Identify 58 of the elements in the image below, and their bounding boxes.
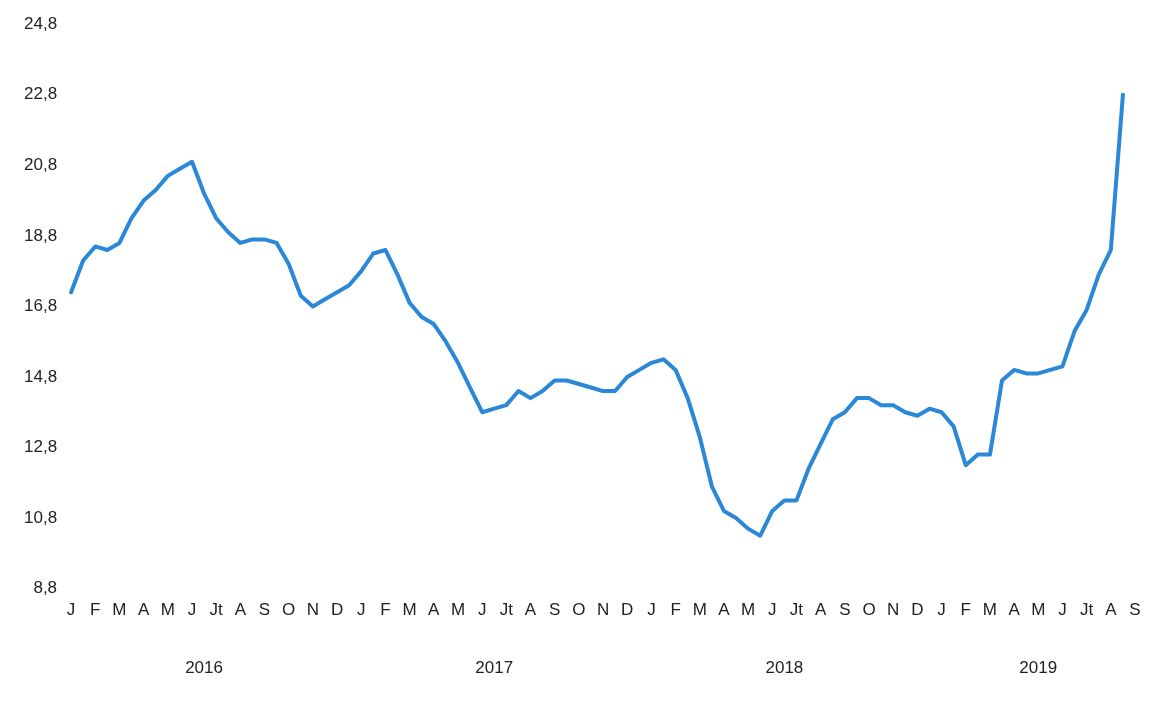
y-tick-label: 16,8 — [23, 296, 58, 316]
x-tick-label: M — [1031, 600, 1046, 620]
y-tick-label: 12,8 — [23, 437, 58, 457]
x-tick-label: D — [330, 600, 344, 620]
x-tick-label: F — [960, 600, 971, 620]
x-tick-label: N — [596, 600, 610, 620]
y-tick-label: 22,8 — [23, 84, 58, 104]
x-tick-label: Jt — [1080, 600, 1094, 620]
x-tick-label: J — [477, 600, 487, 620]
text: 2019 — [1019, 658, 1058, 678]
x-tick-label: J — [187, 600, 197, 620]
x-tick-label: M — [450, 600, 466, 620]
x-tick-label: O — [282, 600, 296, 620]
y-tick-label: 24,8 — [23, 13, 58, 33]
x-tick-label: M — [741, 600, 756, 620]
x-tick-label: D — [911, 600, 924, 620]
x-tick-label: A — [1105, 600, 1118, 620]
x-tick-label: A — [137, 600, 150, 620]
y-tick-label: 20,8 — [23, 154, 58, 174]
x-tick-label: O — [572, 600, 586, 620]
x-tick-label: J — [647, 600, 656, 620]
text: 2016 — [185, 658, 223, 678]
x-tick-label: Jt — [499, 600, 514, 620]
y-tick-label: 18,8 — [23, 225, 58, 245]
y-tick-label: 10,8 — [23, 507, 58, 527]
x-tick-label: D — [621, 600, 634, 620]
x-tick-label: F — [90, 600, 101, 620]
x-tick-label: S — [839, 600, 851, 620]
x-tick-label: N — [306, 600, 320, 620]
x-tick-label: S — [1129, 600, 1141, 620]
x-tick-label: Jt — [209, 600, 224, 620]
text: 2018 — [765, 658, 804, 678]
x-tick-label: J — [66, 600, 76, 620]
x-tick-label: J — [937, 600, 946, 620]
x-tick-label: O — [862, 600, 876, 620]
x-tick-label: M — [982, 600, 998, 620]
x-tick-label: Jt — [789, 600, 804, 620]
x-tick-label: M — [402, 600, 417, 620]
y-tick-label: 8,8 — [33, 578, 58, 598]
x-tick-label: A — [814, 600, 827, 620]
x-tick-label: A — [524, 600, 537, 620]
x-tick-label: J — [768, 600, 777, 620]
x-tick-label: F — [380, 600, 391, 620]
x-tick-label: A — [234, 600, 247, 620]
x-tick-label: M — [692, 600, 707, 620]
x-tick-label: A — [1008, 600, 1021, 620]
x-tick-label: A — [718, 600, 731, 620]
x-tick-label: A — [428, 600, 441, 620]
text: 2017 — [475, 658, 514, 678]
x-tick-label: M — [160, 600, 175, 620]
x-tick-label: S — [258, 600, 271, 620]
x-tick-label: N — [887, 600, 900, 620]
y-tick-label: 14,8 — [23, 366, 58, 386]
x-tick-label: F — [670, 600, 681, 620]
x-tick-label: S — [549, 600, 561, 620]
x-tick-label: J — [1058, 600, 1067, 620]
x-tick-label: M — [112, 600, 127, 620]
x-tick-label: J — [357, 600, 366, 620]
